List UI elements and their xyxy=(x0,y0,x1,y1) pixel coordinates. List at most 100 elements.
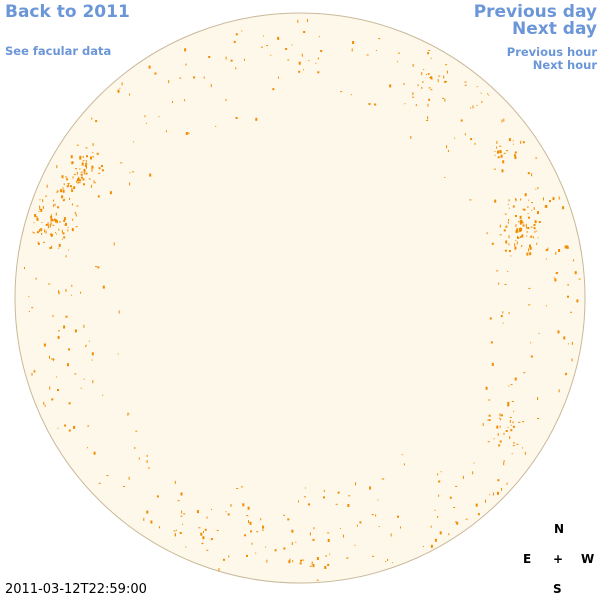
facula-dot xyxy=(460,119,463,122)
facula-dot xyxy=(233,40,236,43)
facula-dot xyxy=(204,528,207,531)
facula-dot xyxy=(497,150,499,154)
facula-dot xyxy=(55,220,57,222)
facula-dot xyxy=(291,529,294,533)
facula-dot xyxy=(309,532,311,536)
facula-dot xyxy=(289,558,291,561)
facula-dot xyxy=(512,445,515,447)
facula-dot xyxy=(528,199,530,201)
facula-dot xyxy=(455,485,458,487)
facula-dot xyxy=(434,538,437,542)
facula-dot xyxy=(65,315,68,318)
facula-dot xyxy=(477,513,480,516)
facula-dot xyxy=(78,176,80,179)
facula-dot xyxy=(250,530,253,533)
facula-dot xyxy=(475,503,478,507)
facula-dot xyxy=(454,137,456,139)
facula-dot xyxy=(242,503,245,507)
facula-dot xyxy=(80,173,83,176)
facula-dot xyxy=(503,462,505,466)
facula-dot xyxy=(513,154,516,157)
facula-dot xyxy=(318,36,320,38)
facula-dot xyxy=(374,103,377,106)
facula-dot xyxy=(265,546,267,548)
facula-dot xyxy=(351,48,353,52)
facula-dot xyxy=(36,216,38,219)
facula-dot xyxy=(113,242,115,246)
facula-dot xyxy=(427,73,430,75)
facula-dot xyxy=(415,104,417,107)
facula-dot xyxy=(58,228,60,231)
previous-day-link[interactable]: Previous day xyxy=(473,2,597,22)
facula-dot xyxy=(498,417,500,419)
facula-dot xyxy=(426,74,427,76)
facula-dot xyxy=(177,500,180,502)
facula-dot xyxy=(71,162,74,163)
facula-dot xyxy=(58,247,60,249)
facula-dot xyxy=(134,447,136,449)
facula-dot xyxy=(505,240,508,243)
previous-hour-link[interactable]: Previous hour xyxy=(506,45,597,59)
facula-dot xyxy=(51,218,53,222)
facula-dot xyxy=(74,373,77,375)
facula-dot xyxy=(247,506,250,510)
facula-dot xyxy=(516,229,519,233)
facula-dot xyxy=(494,199,497,203)
facula-dot xyxy=(516,241,518,245)
facula-dot xyxy=(57,330,60,332)
facula-dot xyxy=(96,152,99,155)
next-day-link[interactable]: Next day xyxy=(512,19,597,39)
facula-dot xyxy=(68,402,71,405)
facula-dot xyxy=(486,232,488,235)
facula-dot xyxy=(97,195,100,198)
facula-dot xyxy=(565,372,568,375)
facula-dot xyxy=(509,436,511,440)
facula-dot xyxy=(77,178,80,182)
facula-dot xyxy=(302,559,305,561)
facula-dot xyxy=(129,93,130,96)
facula-dot xyxy=(93,451,96,455)
facula-dot xyxy=(505,242,508,244)
facula-dot xyxy=(93,180,95,184)
back-to-2011-link[interactable]: Back to 2011 xyxy=(5,2,130,22)
facula-dot xyxy=(313,527,315,530)
facula-dot xyxy=(499,413,501,417)
facula-dot xyxy=(455,521,457,523)
facula-dot xyxy=(176,529,177,531)
facula-dot xyxy=(193,76,196,79)
facula-dot xyxy=(508,235,510,239)
facula-dot xyxy=(185,63,187,66)
facula-dot xyxy=(488,94,490,96)
facula-dot xyxy=(508,219,510,221)
facula-dot xyxy=(146,454,148,457)
facula-dot xyxy=(355,482,356,486)
facula-dot xyxy=(79,157,82,160)
facula-dot xyxy=(117,353,119,355)
facula-dot xyxy=(241,30,243,32)
facula-dot xyxy=(489,494,491,496)
next-hour-link[interactable]: Next hour xyxy=(532,58,597,72)
facula-dot xyxy=(127,412,129,416)
facula-dot xyxy=(210,84,212,88)
facula-dot xyxy=(42,241,45,243)
facula-dot xyxy=(143,517,145,521)
facula-dot xyxy=(218,568,220,572)
facula-dot xyxy=(56,233,58,235)
facula-dot xyxy=(43,401,45,405)
facula-dot xyxy=(487,93,488,95)
facula-dot xyxy=(516,443,519,445)
facula-dot xyxy=(564,245,567,249)
facula-dot xyxy=(570,311,573,313)
facula-dot xyxy=(412,63,414,67)
facula-dot xyxy=(528,287,531,289)
facula-dot xyxy=(83,378,85,380)
facula-dot xyxy=(571,358,573,362)
facula-dot xyxy=(298,500,299,503)
facula-dot xyxy=(65,222,67,226)
facula-dot xyxy=(422,546,424,547)
facula-dot xyxy=(487,441,490,443)
see-facular-data-link[interactable]: See facular data xyxy=(5,44,112,58)
facula-dot xyxy=(508,385,510,387)
facula-dot xyxy=(55,376,57,378)
facula-dot xyxy=(203,76,205,79)
